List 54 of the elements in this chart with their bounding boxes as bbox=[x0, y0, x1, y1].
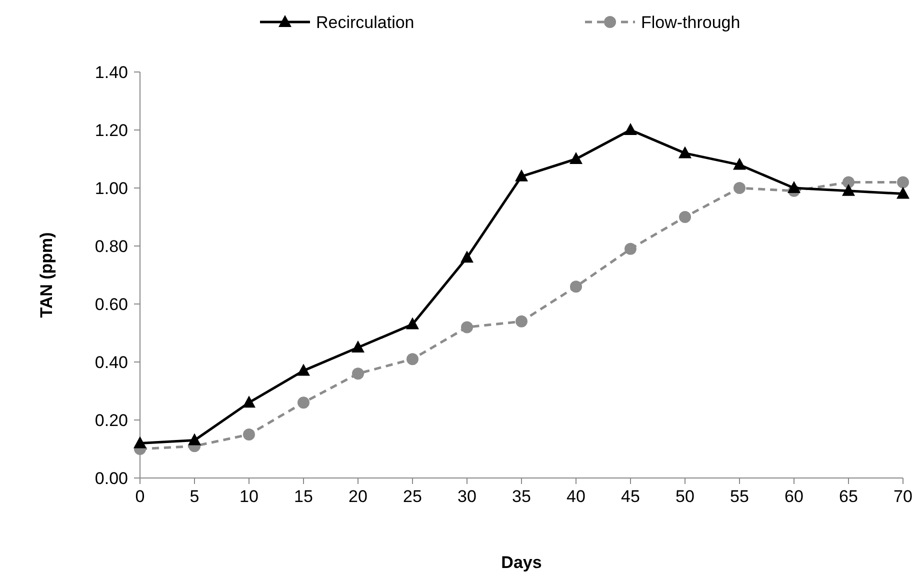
point bbox=[624, 242, 636, 255]
point bbox=[570, 152, 582, 164]
x-tick-label: 35 bbox=[512, 487, 531, 506]
point bbox=[679, 211, 691, 223]
point bbox=[460, 250, 474, 263]
point bbox=[243, 428, 255, 440]
point bbox=[242, 396, 256, 408]
x-tick-label: 10 bbox=[240, 487, 258, 506]
y-tick-label: 1.00 bbox=[94, 179, 128, 198]
x-tick-label: 65 bbox=[839, 487, 858, 506]
x-axis-title: Days bbox=[501, 553, 542, 572]
y-axis-title: TAN (ppm) bbox=[37, 232, 56, 318]
x-tick-label: 0 bbox=[135, 487, 145, 506]
x-tick-label: 60 bbox=[784, 487, 804, 506]
point bbox=[515, 169, 528, 182]
point bbox=[678, 146, 692, 158]
point bbox=[406, 317, 419, 330]
point bbox=[842, 184, 855, 196]
point bbox=[896, 186, 910, 199]
x-tick-label: 45 bbox=[621, 487, 640, 506]
point bbox=[624, 123, 637, 135]
point bbox=[297, 364, 310, 376]
point bbox=[406, 353, 418, 366]
point bbox=[134, 436, 146, 448]
point bbox=[733, 158, 746, 170]
y-tick-label: 0.00 bbox=[94, 469, 128, 488]
y-tick-label: 0.40 bbox=[94, 353, 128, 372]
x-tick-label: 30 bbox=[458, 487, 476, 506]
x-tick-label: 55 bbox=[730, 487, 749, 506]
x-tick-label: 40 bbox=[566, 487, 586, 506]
point bbox=[352, 340, 364, 352]
y-tick-label: 1.40 bbox=[94, 63, 128, 82]
point bbox=[188, 433, 201, 446]
x-tick-label: 5 bbox=[190, 487, 200, 506]
legend-label: Recirculation bbox=[316, 13, 414, 32]
legend-label: Flow-through bbox=[641, 13, 740, 32]
point bbox=[461, 321, 473, 334]
point bbox=[352, 368, 364, 380]
point bbox=[788, 181, 800, 193]
point bbox=[570, 280, 582, 293]
y-tick-label: 0.20 bbox=[94, 411, 128, 430]
point bbox=[734, 182, 746, 194]
y-tick-label: 1.20 bbox=[94, 121, 128, 140]
x-tick-label: 70 bbox=[894, 487, 912, 506]
x-tick-label: 25 bbox=[403, 487, 422, 506]
point bbox=[897, 176, 909, 188]
y-tick-label: 0.60 bbox=[94, 295, 128, 314]
point bbox=[516, 315, 528, 328]
x-tick-label: 15 bbox=[294, 487, 313, 506]
point bbox=[298, 396, 310, 409]
point bbox=[842, 176, 854, 188]
x-tick-label: 50 bbox=[676, 487, 694, 506]
x-tick-label: 20 bbox=[348, 487, 368, 506]
y-tick-label: 0.80 bbox=[94, 237, 128, 256]
